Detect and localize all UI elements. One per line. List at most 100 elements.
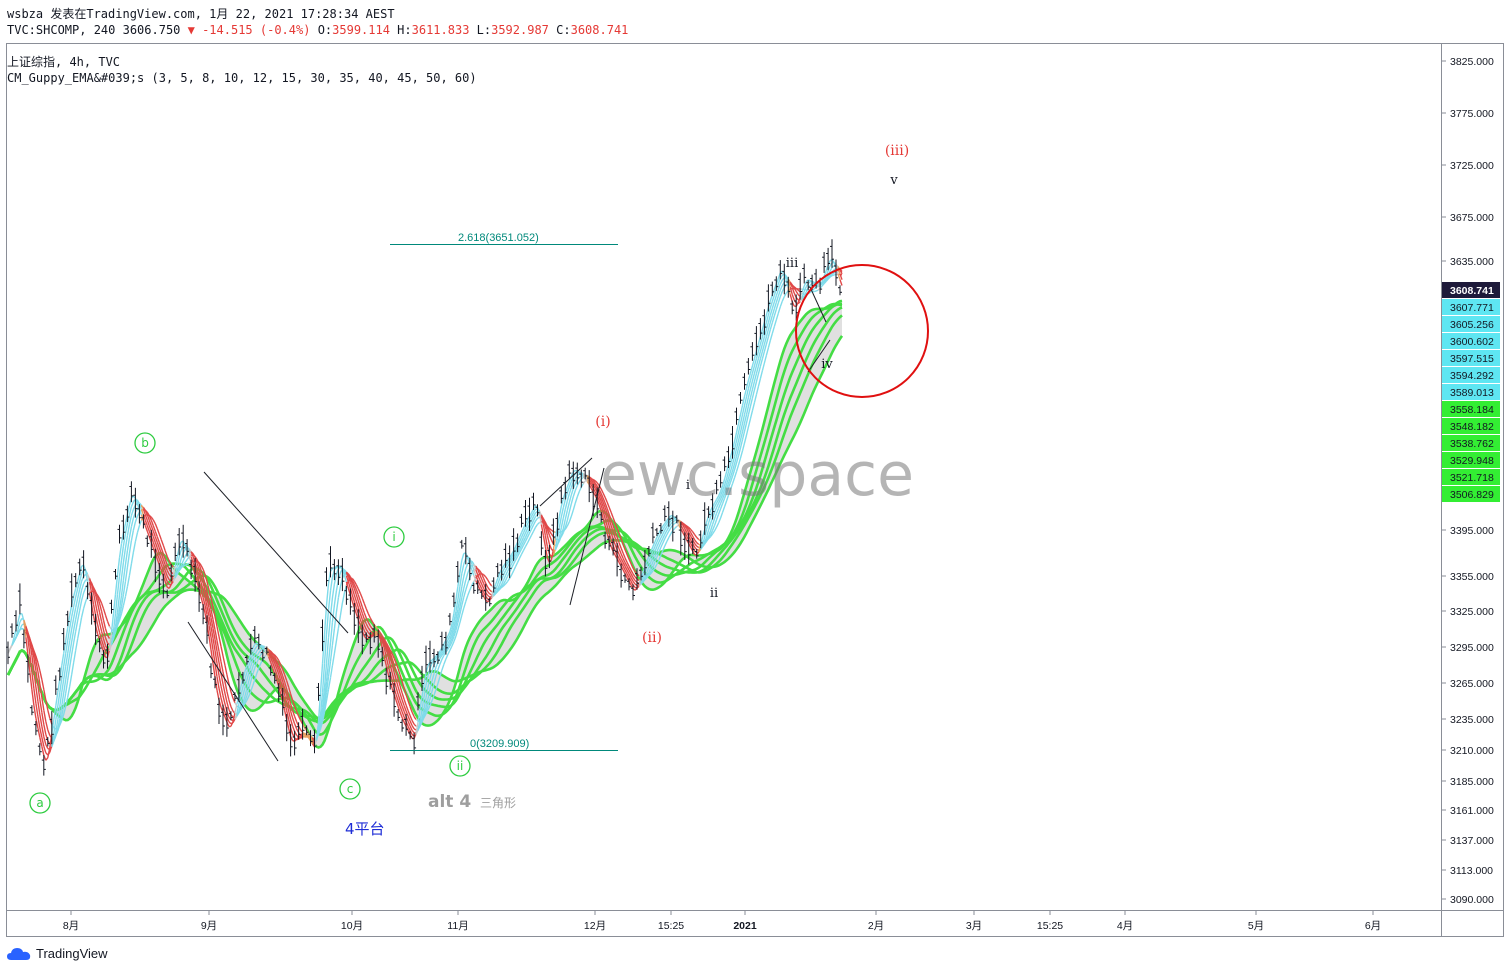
short-ema-segment [594, 482, 598, 487]
short-ema-segment [240, 686, 244, 696]
short-ema-segment [473, 569, 477, 576]
ohlc-bar [475, 580, 480, 594]
short-ema-segment [441, 652, 445, 656]
short-ema-segment [731, 456, 736, 465]
short-ema-segment [437, 664, 441, 671]
ohlc-bar [376, 629, 381, 658]
short-ema-segment [393, 680, 397, 688]
wave-label-i-red: (i) [595, 414, 610, 430]
short-ema-segment [763, 329, 768, 337]
short-ema-segment [39, 727, 43, 738]
short-ema-segment [733, 432, 738, 442]
short-ema-segment [678, 519, 682, 523]
short-ema-segment [304, 734, 308, 737]
short-ema-segment [156, 553, 160, 560]
ohlc-bar [742, 373, 747, 390]
short-ema-segment [25, 629, 29, 634]
short-ema-segment [206, 606, 210, 617]
short-ema-segment [327, 642, 332, 663]
short-ema-segment [638, 583, 642, 587]
short-ema-segment [397, 693, 401, 701]
instrument-legend[interactable]: 上证综指, 4h, TVC [7, 55, 121, 69]
short-ema-segment [608, 519, 612, 526]
short-ema-segment [35, 660, 39, 672]
price-axis[interactable]: 3825.0003775.0003725.0003675.0003635.000… [1441, 56, 1494, 906]
short-ema-segment [254, 650, 258, 656]
short-ema-segment [272, 655, 276, 661]
short-ema-segment [174, 556, 178, 567]
short-ema-segment [200, 576, 204, 584]
short-ema-segment [741, 405, 746, 415]
ohlc-bar [822, 252, 827, 273]
short-ema-segment [278, 668, 282, 676]
ohlc-bar [129, 481, 134, 503]
short-ema-segment [317, 728, 322, 736]
tradingview-footer[interactable]: TradingView [6, 946, 108, 961]
short-ema-segment [650, 570, 654, 575]
short-ema-segment [47, 747, 51, 750]
short-ema-segment [608, 532, 612, 540]
short-ema-segment [540, 524, 545, 536]
short-ema-segment [662, 522, 666, 527]
short-ema-segment [9, 644, 13, 650]
short-ema-segment [461, 597, 465, 606]
short-ema-segment [485, 576, 489, 581]
short-ema-segment [568, 481, 572, 488]
short-ema-segment [524, 542, 529, 547]
short-ema-segment [546, 535, 551, 545]
svg-text:3558.184: 3558.184 [1450, 404, 1494, 416]
short-ema-segment [755, 358, 760, 367]
ohlc-bar [240, 671, 245, 684]
price-tick-label: 3355.000 [1450, 571, 1494, 583]
short-ema-segment [232, 697, 236, 703]
short-ema-segment [608, 506, 612, 513]
short-ema-segment [560, 498, 564, 507]
short-ema-segment [518, 532, 523, 538]
time-tick-label: 6月 [1365, 920, 1381, 932]
short-ema-segment [570, 496, 574, 505]
short-ema-segment [59, 720, 63, 726]
short-ema-segment [550, 548, 554, 552]
short-ema-segment [662, 525, 666, 531]
short-ema-segment [753, 394, 758, 403]
short-ema-segment [212, 649, 216, 664]
ohlc-bar [722, 456, 727, 472]
short-ema-segment [25, 637, 29, 655]
ohlc-bar [483, 583, 488, 611]
short-ema-segment [351, 580, 355, 585]
short-ema-segment [367, 613, 371, 619]
short-ema-segment [289, 703, 294, 711]
short-ema-segment [632, 580, 636, 585]
ohlc-bar [547, 544, 552, 569]
short-ema-segment [761, 343, 766, 352]
short-ema-segment [664, 541, 668, 547]
ohlc-bar [587, 470, 592, 503]
short-ema-segment [276, 673, 280, 681]
ohlc-bar [29, 705, 34, 716]
short-ema-segment [556, 540, 561, 545]
ohlc-bar [384, 667, 389, 695]
price-tick-label: 3675.000 [1450, 212, 1494, 224]
short-ema-segment [297, 715, 302, 721]
short-ema-segment [763, 355, 768, 364]
short-ema-segment [761, 336, 766, 345]
short-ema-segment [69, 654, 73, 668]
short-ema-segment [351, 594, 355, 602]
short-ema-segment [80, 592, 85, 601]
short-ema-segment [218, 688, 222, 699]
short-ema-segment [650, 546, 654, 552]
ohlc-bar [599, 512, 604, 523]
time-axis[interactable]: 8月 9月 10月 11月 12月 15:25 2021 2月 3月 15:25 4月 5月 6月 [63, 910, 1381, 932]
short-ema-segment [278, 664, 282, 671]
indicator-legend[interactable]: CM_Guppy_EMA&#039;s (3, 5, 8, 10, 12, 15… [7, 71, 477, 85]
short-ema-segment [753, 381, 758, 391]
short-ema-segment [491, 595, 495, 598]
short-ema-segment [604, 507, 608, 514]
short-ema-segment [182, 556, 186, 562]
short-ema-segment [827, 276, 831, 280]
short-ema-segment [106, 620, 111, 627]
short-ema-segment [198, 575, 202, 583]
short-ema-segment [162, 564, 166, 571]
short-ema-segment [459, 573, 463, 588]
